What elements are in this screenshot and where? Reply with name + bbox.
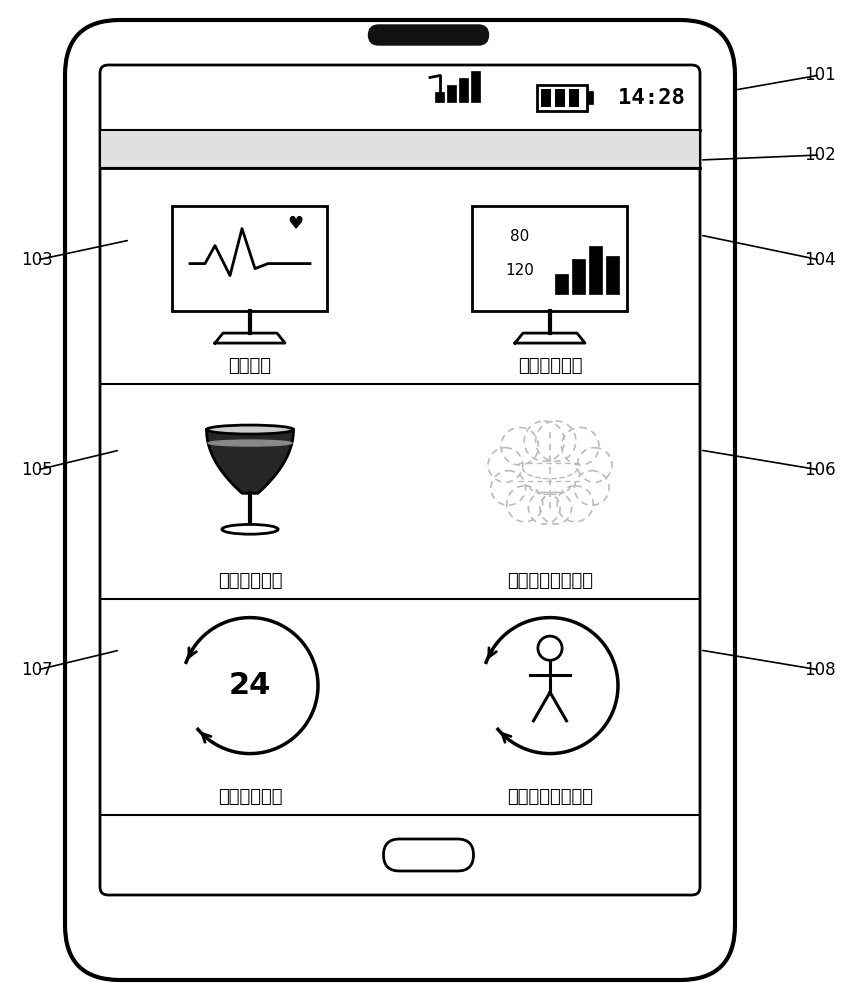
Bar	[435, 92, 444, 102]
Bar	[606, 256, 619, 294]
Text: 101: 101	[804, 66, 836, 84]
Text: 120: 120	[506, 263, 535, 278]
Text: 80: 80	[511, 229, 530, 244]
Polygon shape	[515, 333, 585, 343]
Bar	[472, 206, 627, 311]
Text: 106: 106	[804, 461, 836, 479]
Text: 108: 108	[804, 661, 836, 679]
Text: 饮酒风险监测: 饮酒风险监测	[218, 572, 282, 590]
Text: 14:28: 14:28	[618, 88, 685, 107]
Text: 动态血压测量: 动态血压测量	[218, 788, 282, 806]
Bar	[537, 85, 587, 110]
FancyBboxPatch shape	[100, 65, 700, 895]
Text: 103: 103	[21, 251, 53, 269]
Bar	[100, 130, 700, 168]
Bar	[459, 78, 468, 102]
Bar	[172, 206, 327, 311]
Bar	[471, 70, 480, 102]
Ellipse shape	[207, 425, 293, 434]
Polygon shape	[207, 430, 293, 493]
FancyBboxPatch shape	[65, 20, 735, 980]
Text: 24: 24	[229, 671, 271, 700]
Polygon shape	[215, 333, 285, 343]
Bar	[541, 89, 551, 106]
FancyBboxPatch shape	[369, 25, 488, 45]
Text: 周围血管疾病筛查: 周围血管疾病筛查	[507, 788, 593, 806]
Ellipse shape	[208, 440, 292, 446]
Bar	[589, 246, 602, 294]
Text: 心脑血管风险预警: 心脑血管风险预警	[507, 572, 593, 590]
FancyBboxPatch shape	[383, 839, 474, 871]
Text: ♥: ♥	[287, 215, 303, 233]
Bar	[555, 89, 565, 106]
Bar	[555, 274, 568, 294]
Text: 107: 107	[21, 661, 53, 679]
Text: 104: 104	[804, 251, 836, 269]
Bar	[587, 91, 593, 104]
Ellipse shape	[222, 524, 279, 534]
Text: 105: 105	[21, 461, 53, 479]
Bar	[569, 89, 579, 106]
Text: 102: 102	[804, 146, 836, 164]
Bar	[572, 259, 585, 294]
Text: 心电监测: 心电监测	[229, 357, 272, 375]
Text: 血压分级监测: 血压分级监测	[518, 357, 582, 375]
Bar	[447, 85, 456, 102]
